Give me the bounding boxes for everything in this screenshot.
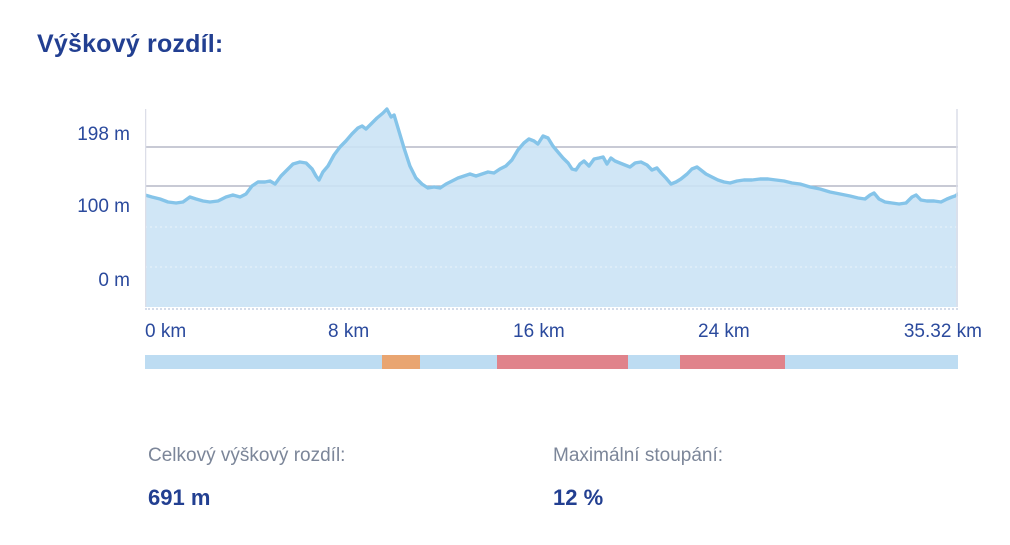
total-elevation-label: Celkový výškový rozdíl: <box>148 445 346 466</box>
y-axis-label-mid: 100 m <box>77 196 130 217</box>
page-title: Výškový rozdíl: <box>37 30 224 58</box>
x-axis-label-8km: 8 km <box>328 321 370 342</box>
plot-bottom-border <box>145 308 958 310</box>
total-elevation-value: 691 m <box>148 485 211 510</box>
slope-segment-normal <box>627 355 680 369</box>
elevation-area-fill <box>145 109 958 307</box>
slope-gradient-strip <box>145 355 958 369</box>
max-gradient-label: Maximální stoupání: <box>553 445 724 466</box>
x-axis-label-16km: 16 km <box>513 321 565 342</box>
slope-segment-normal <box>784 355 958 369</box>
y-axis-label-max: 198 m <box>77 124 130 145</box>
max-gradient-value: 12 % <box>553 485 604 510</box>
slope-segment-moderate <box>382 355 421 369</box>
x-axis-label-end: 35.32 km <box>903 321 982 342</box>
slope-segment-steep <box>679 355 785 369</box>
x-axis-label-0km: 0 km <box>145 321 187 342</box>
y-axis-label-min: 0 m <box>98 270 130 291</box>
x-axis-label-24km: 24 km <box>698 321 750 342</box>
elevation-line <box>145 107 958 206</box>
elevation-area-chart <box>145 107 958 307</box>
slope-segment-steep <box>496 355 628 369</box>
slope-segment-normal <box>145 355 383 369</box>
slope-segment-normal <box>420 355 497 369</box>
